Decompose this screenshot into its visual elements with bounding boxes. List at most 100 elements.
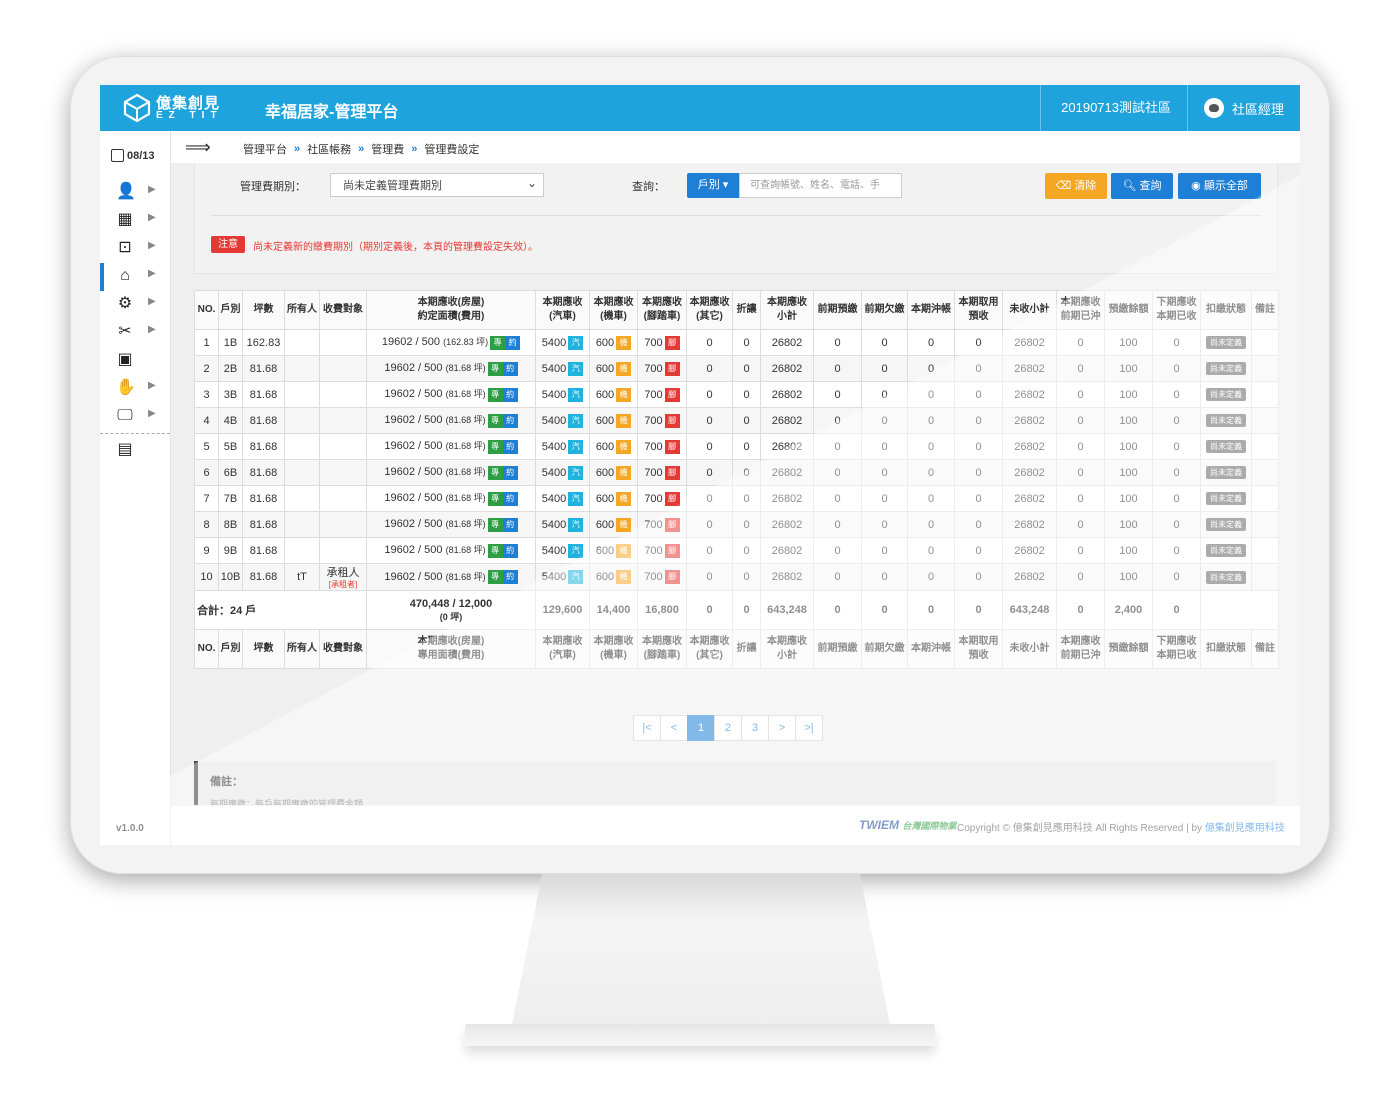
column-header: 前期預繳 bbox=[813, 629, 862, 669]
sidebar-item-system[interactable]: 🖵 ▶ bbox=[100, 403, 170, 431]
cell-discount: 0 bbox=[732, 407, 761, 434]
column-header: 本期取用 預收 bbox=[954, 290, 1003, 330]
house-value: 19602 / 500 bbox=[384, 362, 443, 375]
sidebar-item-services[interactable]: ⊡ ▶ bbox=[100, 235, 170, 263]
sidebar-item-accounting[interactable]: ⌂ ▶ bbox=[100, 263, 170, 291]
sidebar-item-maintenance[interactable]: ✂ ▶ bbox=[100, 319, 170, 347]
cell-prepaid: 0 bbox=[813, 563, 862, 591]
column-header: NO. bbox=[194, 629, 219, 669]
cell-subtotal: 26802 bbox=[760, 433, 814, 460]
table-row[interactable]: 2 2B 81.68 19602 / 500 (81.68 坪) 專約 5400 汽 600 機… bbox=[194, 355, 1279, 382]
breadcrumb-item[interactable]: 管理平台 bbox=[243, 144, 287, 156]
table-row[interactable]: 7 7B 81.68 19602 / 500 (81.68 坪) 專約 5400 汽 600 機… bbox=[194, 485, 1279, 512]
cell-use_prepaid: 0 bbox=[954, 537, 1003, 564]
page-button[interactable]: < bbox=[660, 715, 688, 741]
show-all-button[interactable]: ◉ 顯示全部 bbox=[1178, 173, 1261, 199]
status-badge[interactable]: 尚未定義 bbox=[1206, 388, 1246, 401]
cell-offset: 0 bbox=[907, 355, 955, 382]
cell-payer bbox=[319, 355, 367, 382]
clear-button[interactable]: ⌫ 清除 bbox=[1045, 173, 1107, 199]
cell-arrears: 0 bbox=[861, 355, 908, 382]
cell-owner bbox=[284, 355, 320, 382]
table-row[interactable]: 6 6B 81.68 19602 / 500 (81.68 坪) 專約 5400 汽 600 機… bbox=[194, 459, 1279, 486]
logo[interactable]: 億集創見 EZ TIT bbox=[122, 93, 223, 123]
page-button[interactable]: |< bbox=[633, 715, 661, 741]
cell-discount: 0 bbox=[732, 459, 761, 486]
breadcrumb-item[interactable]: 社區帳務 bbox=[307, 144, 352, 156]
cell-balance: 100 bbox=[1104, 563, 1153, 591]
column-header-text: 本期應收 bbox=[542, 297, 583, 308]
twiem-logo-text: TWIEM bbox=[859, 818, 899, 832]
status-badge[interactable]: 尚未定義 bbox=[1206, 518, 1246, 531]
contract-badge: 約 bbox=[502, 543, 518, 558]
cell-memo bbox=[1251, 563, 1279, 591]
table-row[interactable]: 8 8B 81.68 19602 / 500 (81.68 坪) 專約 5400 汽 600 機… bbox=[194, 511, 1279, 538]
moto-value: 600 bbox=[595, 414, 615, 427]
cell-offset: 0 bbox=[907, 459, 955, 486]
status-badge[interactable]: 尚未定義 bbox=[1206, 570, 1246, 584]
period-select[interactable]: 尚未定義管理費期別 bbox=[330, 171, 544, 197]
status-badge[interactable]: 尚未定義 bbox=[1206, 414, 1246, 427]
cell-payer bbox=[319, 537, 367, 564]
status-badge[interactable]: 尚未定義 bbox=[1206, 440, 1246, 453]
page-button[interactable]: 2 bbox=[714, 715, 742, 741]
car-badge: 汽 bbox=[568, 465, 584, 480]
query-button[interactable]: 🔍︎ 查詢 bbox=[1111, 173, 1173, 199]
search-field-dropdown[interactable]: 戶別 ▾ bbox=[687, 173, 739, 198]
search-icon: 🔍︎ bbox=[1122, 180, 1137, 192]
cell-payer bbox=[319, 381, 367, 408]
cell-house: 19602 / 500 (81.68 坪) 專約 bbox=[366, 407, 536, 434]
column-header: 下期應收 本期已收 bbox=[1152, 629, 1201, 669]
total-balance: 2,400 bbox=[1104, 590, 1153, 630]
sidebar-item-facilities[interactable]: ⚙ ▶ bbox=[100, 291, 170, 319]
sidebar-item-residents[interactable]: 👤 ▶ bbox=[100, 179, 170, 207]
company-link[interactable]: 億集創見應用科技 bbox=[1204, 823, 1285, 834]
search-input[interactable]: 可查詢帳號、姓名、電話、手 bbox=[739, 173, 902, 198]
table-row[interactable]: 5 5B 81.68 19602 / 500 (81.68 坪) 專約 5400 汽 600 機… bbox=[194, 433, 1279, 460]
sidebar-item-votes[interactable]: ✋ ▶ bbox=[100, 375, 170, 403]
chevron-right-icon: ▶ bbox=[148, 268, 156, 279]
moto-value: 600 bbox=[595, 570, 615, 583]
cell-payer bbox=[319, 511, 367, 538]
sidebar-item-packages[interactable]: ▣ bbox=[100, 347, 170, 375]
breadcrumb-item: 管理費設定 bbox=[424, 144, 480, 156]
sidebar-item-reports[interactable]: ▤ bbox=[100, 437, 170, 465]
car-value: 5400 bbox=[541, 544, 567, 557]
breadcrumb-item[interactable]: 管理費 bbox=[371, 144, 405, 156]
status-badge[interactable]: 尚未定義 bbox=[1206, 492, 1246, 505]
status-badge[interactable]: 尚未定義 bbox=[1206, 466, 1246, 479]
table-row[interactable]: 3 3B 81.68 19602 / 500 (81.68 坪) 專約 5400 汽 600 機… bbox=[194, 381, 1279, 408]
cell-use_prepaid: 0 bbox=[954, 407, 1003, 434]
status-badge[interactable]: 尚未定義 bbox=[1206, 336, 1246, 349]
status-badge[interactable]: 尚未定義 bbox=[1206, 544, 1246, 557]
total-arrears: 0 bbox=[861, 590, 908, 630]
cell-subtotal: 26802 bbox=[760, 511, 814, 538]
page-button[interactable]: 1 bbox=[687, 715, 715, 741]
table-row[interactable]: 9 9B 81.68 19602 / 500 (81.68 坪) 專約 5400 汽 600 機… bbox=[194, 537, 1279, 564]
cell-status: 尚未定義 bbox=[1200, 433, 1252, 460]
user-menu[interactable]: 社區經理 bbox=[1203, 85, 1284, 131]
bike-badge: 腳 bbox=[664, 570, 680, 584]
column-header-text: 專用面積(費用) bbox=[417, 650, 485, 661]
table-row[interactable]: 4 4B 81.68 19602 / 500 (81.68 坪) 專約 5400 汽 600 機… bbox=[194, 407, 1279, 434]
page-button[interactable]: > bbox=[768, 715, 796, 741]
cell-bike: 700 腳 bbox=[637, 485, 687, 512]
community-selector[interactable]: 20190713測試社區 bbox=[1040, 85, 1188, 131]
cell-arrears: 0 bbox=[861, 433, 908, 460]
sidebar-item-building[interactable]: ▦ ▶ bbox=[100, 207, 170, 235]
column-header-text: NO. bbox=[197, 304, 216, 315]
cell-moto: 600 機 bbox=[589, 407, 638, 434]
date-text: 08/13 bbox=[127, 149, 155, 162]
page-button[interactable]: >| bbox=[795, 715, 823, 741]
contract-badge: 約 bbox=[502, 491, 518, 506]
column-header: 未收小計 bbox=[1002, 629, 1057, 669]
total-discount: 0 bbox=[732, 590, 761, 630]
cell-subtotal: 26802 bbox=[760, 537, 814, 564]
bike-badge: 腳 bbox=[664, 413, 680, 428]
status-badge[interactable]: 尚未定義 bbox=[1206, 362, 1246, 375]
table-row[interactable]: 10 10B 81.68 tT 承租人 [承租者] 19602 / 500 (81.68 坪… bbox=[194, 563, 1279, 591]
page-button[interactable]: 3 bbox=[741, 715, 769, 741]
cell-next: 0 bbox=[1152, 407, 1201, 434]
table-row[interactable]: 1 1B 162.83 19602 / 500 (162.83 坪) 專約 5400 汽 60… bbox=[194, 329, 1279, 356]
menu-toggle-icon[interactable]: ⟹ bbox=[185, 137, 211, 157]
